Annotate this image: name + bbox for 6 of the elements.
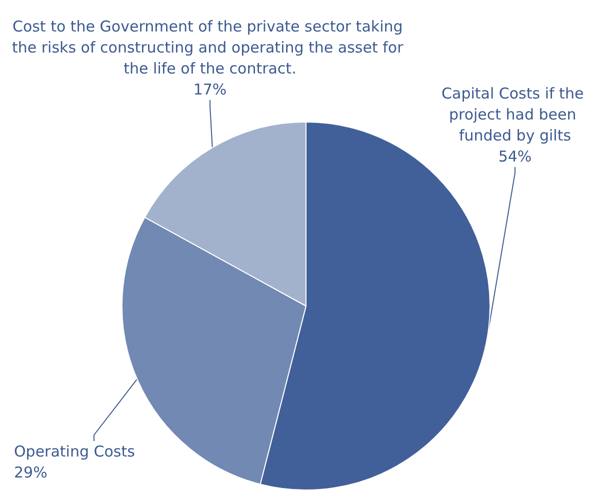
slice-label: Cost to the Government of the private sector taking the risks of constructing and operating the asset for the life of the contract. (12, 18, 408, 78)
slice-label: Operating Costs (14, 442, 136, 460)
data-label: 29% (14, 464, 48, 482)
data-label: 54% (498, 148, 532, 166)
data-label: 17% (193, 80, 227, 98)
slice-label: Capital Costs if the project had been funded by gilts (442, 84, 588, 144)
